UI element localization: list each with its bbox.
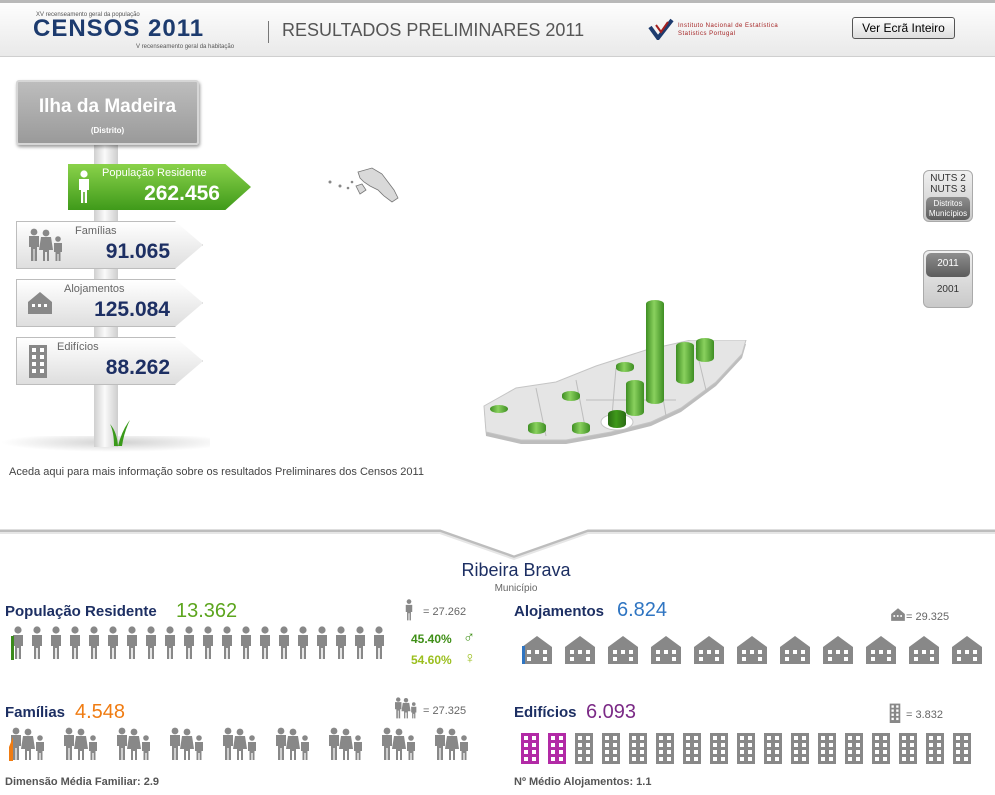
map-bar	[616, 362, 634, 372]
map-bar	[646, 300, 664, 404]
population-pictogram	[8, 626, 398, 666]
distritos-municipios-option[interactable]: Distritos Municípios	[926, 197, 970, 220]
house-legend-icon	[890, 607, 906, 626]
map-bar	[676, 342, 694, 384]
dwellings-pictogram	[520, 634, 990, 671]
map-bar	[490, 405, 508, 413]
ine-name-en: Statistics Portugal	[678, 31, 736, 37]
dwellings-value: 6.824	[617, 599, 668, 621]
section-separator	[0, 527, 995, 561]
map-bar	[696, 338, 714, 362]
map-bar-selected	[608, 410, 626, 428]
families-sign-value: 91.065	[105, 240, 170, 263]
municipality-type: Município	[494, 583, 538, 594]
municipios-label: Municípios	[928, 209, 968, 218]
info-link[interactable]: Aceda aqui para mais informação sobre os…	[9, 466, 424, 478]
distritos-label: Distritos	[933, 199, 963, 208]
population-sign-value: 262.456	[144, 182, 220, 205]
families-sign-label: Famílias	[75, 225, 117, 237]
male-percentage: 45.40%	[411, 632, 452, 646]
header-bar	[0, 0, 995, 57]
population-legend-value: = 27.262	[423, 606, 467, 618]
person-legend-icon	[403, 599, 415, 626]
grass-icon	[108, 418, 132, 451]
map-bar	[572, 422, 590, 434]
dwellings-legend-value: = 29.325	[906, 611, 950, 623]
map-bar	[528, 422, 546, 434]
logo-bottom-text: V recenseamento geral da habitação	[136, 44, 235, 50]
map-bar	[562, 391, 580, 401]
families-pictogram	[8, 727, 478, 768]
level-selector[interactable]: NUTS 2 NUTS 3 Distritos Municípios	[923, 170, 973, 222]
region-sign: Ilha da Madeira (Distrito)	[16, 80, 199, 145]
dwellings-title: Alojamentos	[514, 603, 605, 620]
year-2001-option[interactable]: 2001	[936, 284, 960, 295]
buildings-value: 6.093	[586, 701, 637, 723]
population-value: 13.362	[176, 600, 238, 622]
header-divider	[268, 21, 269, 43]
female-symbol-icon: ♀	[464, 650, 476, 667]
families-legend-value: = 27.325	[423, 705, 467, 717]
header-top-border	[0, 0, 995, 3]
buildings-sign-label: Edifícios	[57, 341, 99, 353]
house-icon	[26, 290, 54, 319]
fullscreen-button[interactable]: Ver Ecrã Inteiro	[852, 17, 955, 39]
nuts2-option[interactable]: NUTS 2	[930, 173, 966, 184]
municipality-name: Ribeira Brava	[461, 560, 571, 580]
ine-name: Instituto Nacional de Estatística	[678, 23, 779, 29]
year-2011-option[interactable]: 2011	[926, 253, 970, 277]
nuts3-option[interactable]: NUTS 3	[930, 184, 966, 195]
ine-logo-text: Instituto Nacional de Estatística Statis…	[678, 22, 778, 38]
population-sign-label: População Residente	[102, 167, 207, 179]
region-name: Ilha da Madeira	[38, 96, 177, 117]
population-title: População Residente	[5, 603, 157, 620]
family-legend-icon	[393, 697, 419, 724]
buildings-sign[interactable]	[16, 337, 203, 385]
male-symbol-icon: ♂	[463, 629, 475, 646]
dwellings-sign-label: Alojamentos	[64, 283, 125, 295]
buildings-legend-value: = 3.832	[906, 709, 944, 721]
buildings-sign-value: 88.262	[105, 356, 170, 379]
family-icon	[26, 228, 66, 267]
map-bar	[626, 380, 644, 416]
year-selector[interactable]: 2011 2001	[923, 250, 973, 308]
censos-logo: CENSOS 2011	[33, 15, 205, 42]
person-icon	[76, 170, 92, 209]
ine-logo-icon	[648, 18, 674, 45]
logo-top-text: XV recenseamento geral da população	[36, 12, 140, 18]
families-title: Famílias	[5, 704, 66, 721]
families-value: 4.548	[75, 701, 126, 723]
population-sign[interactable]	[68, 164, 251, 210]
building-legend-icon	[888, 703, 902, 728]
building-icon	[28, 344, 48, 383]
region-type: (Distrito)	[90, 126, 125, 135]
dwellings-sign-value: 125.084	[94, 298, 170, 321]
overview-minimap[interactable]	[326, 164, 406, 219]
female-percentage: 54.60%	[411, 653, 452, 667]
buildings-footer: Nº Médio Alojamentos: 1.1	[514, 776, 652, 788]
families-footer: Dimensão Média Familiar: 2.9	[5, 776, 160, 788]
buildings-pictogram	[520, 732, 990, 771]
page-title: RESULTADOS PRELIMINARES 2011	[282, 20, 585, 40]
buildings-title: Edifícios	[514, 704, 577, 721]
